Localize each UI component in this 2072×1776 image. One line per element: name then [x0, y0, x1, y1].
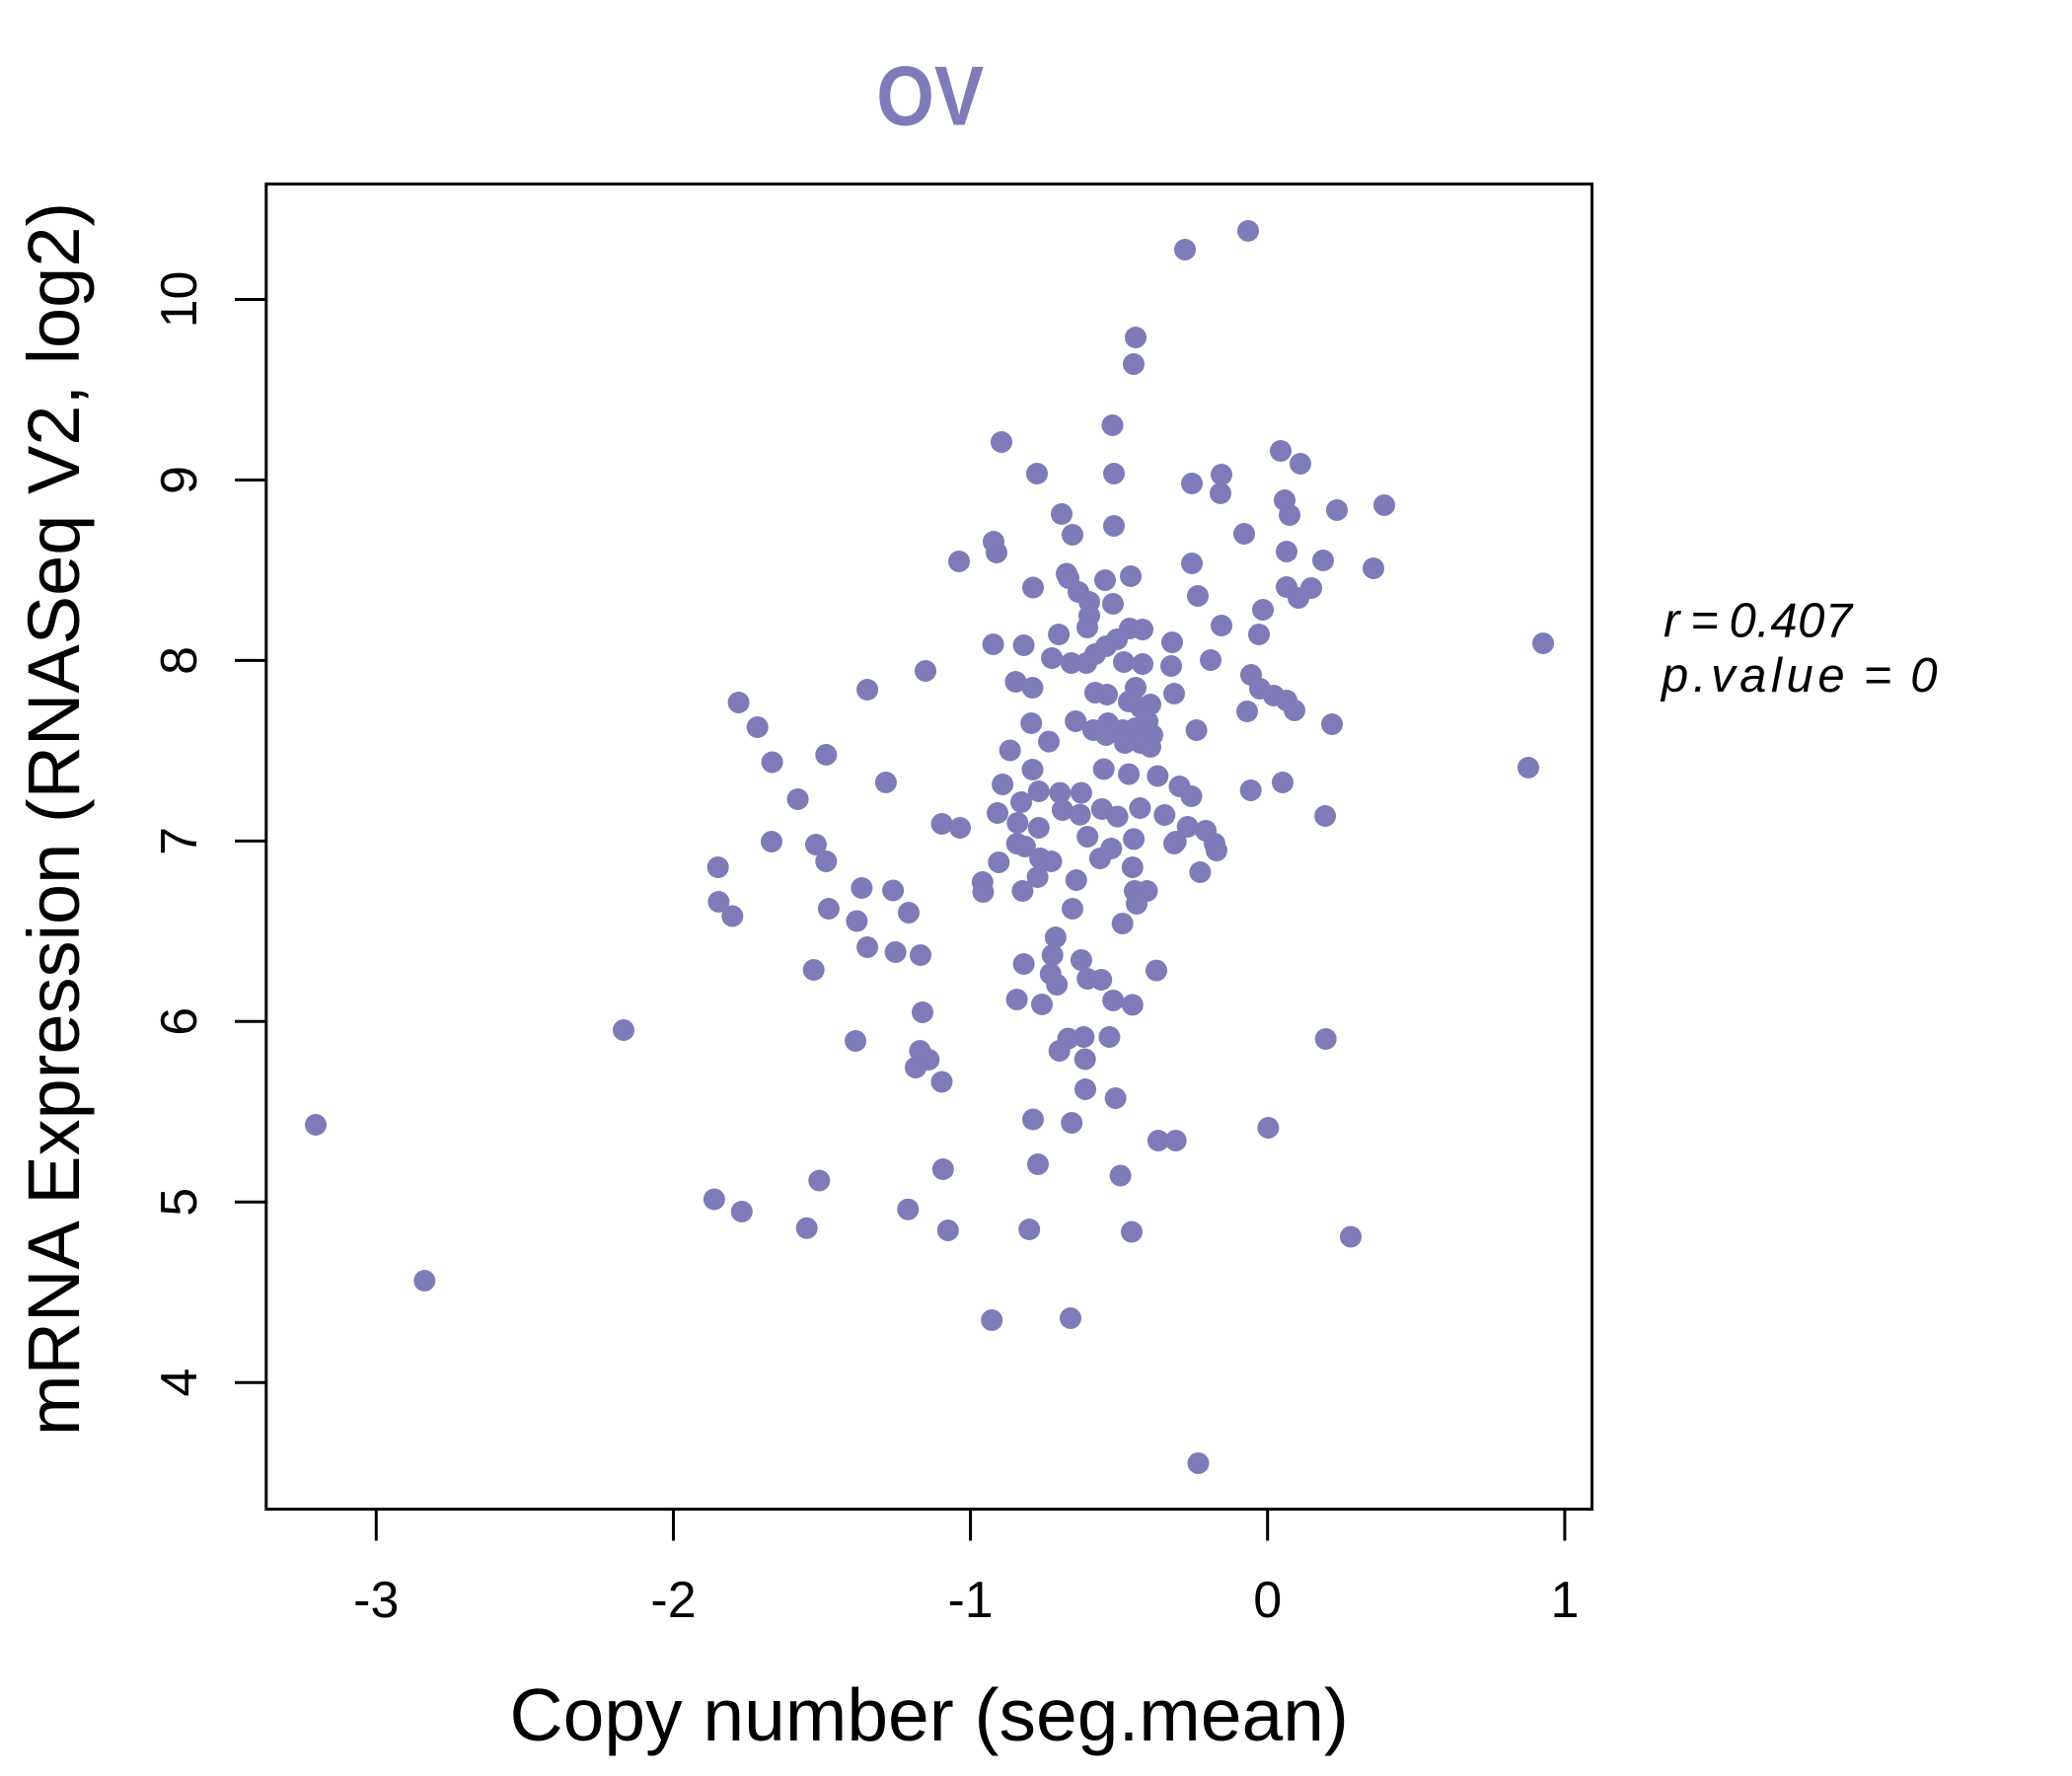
svg-text:9: 9	[151, 466, 208, 494]
svg-text:0: 0	[1253, 1572, 1282, 1629]
svg-text:1: 1	[1550, 1572, 1579, 1629]
svg-text:-3: -3	[353, 1572, 399, 1629]
svg-text:p.value = 0: p.value = 0	[1660, 649, 1942, 703]
svg-text:5: 5	[151, 1188, 208, 1217]
svg-text:7: 7	[151, 827, 208, 855]
svg-text:8: 8	[151, 646, 208, 675]
svg-text:4: 4	[151, 1369, 208, 1397]
svg-text:6: 6	[151, 1007, 208, 1036]
svg-text:r = 0.407: r = 0.407	[1664, 595, 1854, 648]
svg-text:-2: -2	[650, 1572, 696, 1629]
svg-text:10: 10	[151, 271, 208, 329]
svg-text:OV: OV	[876, 49, 984, 143]
svg-text:mRNA Expression (RNASeq V2, lo: mRNA Expression (RNASeq V2, log2)	[13, 202, 95, 1436]
svg-text:Copy number (seg.mean): Copy number (seg.mean)	[510, 1673, 1349, 1756]
svg-text:-1: -1	[947, 1572, 993, 1629]
